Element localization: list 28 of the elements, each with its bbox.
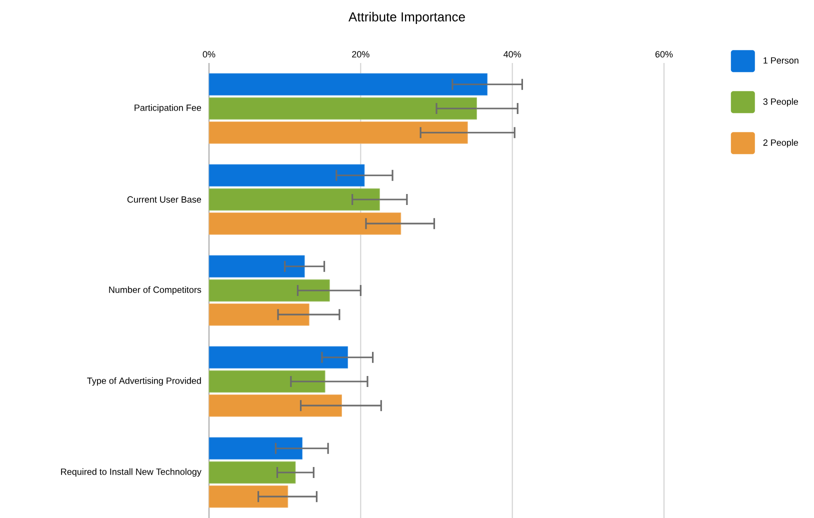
x-tick-label: 0% [202, 51, 216, 58]
bar [208, 461, 296, 484]
x-tick-label: 60% [655, 51, 673, 58]
bar [208, 121, 468, 144]
bar [208, 394, 342, 417]
x-tick-label: 20% [352, 51, 370, 58]
text: 2 People [763, 139, 798, 148]
bar [208, 437, 303, 460]
text: 1 Person [764, 57, 798, 64]
y-tick-label: Current User Base [127, 196, 202, 203]
x-tick-label: 40% [504, 51, 522, 58]
y-tick-label: Required to Install New Technology [61, 468, 202, 477]
chart-title: Attribute Importance [348, 12, 465, 24]
bar [208, 212, 402, 235]
bar [208, 485, 288, 508]
bar [208, 303, 310, 326]
y-tick-label: Type of Advertising Provided [87, 377, 201, 386]
bar [208, 188, 380, 211]
bar [208, 255, 305, 278]
bar [208, 346, 348, 369]
y-tick-label: Number of Competitors [109, 286, 202, 295]
bar [208, 164, 365, 187]
bar [208, 370, 326, 393]
bar [208, 279, 330, 302]
bar [208, 97, 477, 120]
text: 3 People [763, 98, 798, 107]
bar [208, 73, 488, 96]
y-tick-label: Participation Fee [134, 104, 202, 113]
